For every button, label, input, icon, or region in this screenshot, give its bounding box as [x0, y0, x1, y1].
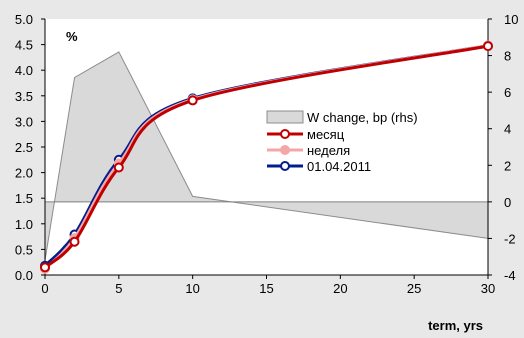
y-right-tick-label: -2: [504, 231, 516, 246]
x-tick-label: 0: [41, 281, 48, 296]
series-point-0: [483, 41, 493, 52]
y-left-tick-label: 1.5: [15, 191, 33, 206]
x-tick-label: 10: [185, 281, 199, 296]
y-left-tick-label: 4.5: [15, 38, 33, 53]
x-tick-label: 20: [333, 281, 347, 296]
area-w-change-outline: [44, 51, 489, 261]
area-w-change: [45, 51, 488, 261]
y-left-tick-label: 2.5: [15, 140, 33, 155]
legend-swatch-marker: [280, 161, 290, 171]
series-point-0: [40, 262, 50, 273]
x-axis-label: term, yrs: [428, 318, 483, 333]
legend-label-area: W change, bp (rhs): [307, 110, 418, 125]
x-tick-label: 30: [481, 281, 495, 296]
y-right-tick-label: -4: [504, 268, 516, 283]
series-point-0: [113, 162, 124, 173]
x-tick-label: 5: [115, 281, 122, 296]
y-left-tick-label: 3.5: [15, 89, 33, 104]
y-right-tick-label: 6: [504, 85, 511, 100]
legend-swatch-area: [266, 110, 304, 124]
series-point-0: [69, 236, 80, 247]
y-left-tick-label: 3.0: [15, 114, 33, 129]
y-left-tick-label: 2.0: [15, 166, 33, 181]
y-right-tick-label: 0: [504, 195, 511, 210]
legend-swatch-marker: [280, 129, 290, 139]
left-unit-label: %: [66, 29, 78, 44]
y-right-tick-label: 10: [504, 12, 518, 27]
y-left-tick-label: 5.0: [15, 12, 33, 27]
y-right-tick-label: 4: [504, 122, 511, 137]
y-left-tick-label: 0.5: [15, 242, 33, 257]
x-tick-label: 15: [259, 281, 273, 296]
x-tick-label: 25: [407, 281, 421, 296]
y-left-tick-label: 4.0: [15, 63, 33, 78]
y-left-tick-label: 1.0: [15, 217, 33, 232]
y-right-tick-label: 8: [504, 49, 511, 64]
y-left-tick-label: 0.0: [15, 268, 33, 283]
y-right-tick-label: 2: [504, 158, 511, 173]
legend-label: 01.04.2011: [307, 159, 371, 174]
legend-swatch-marker: [280, 145, 290, 155]
legend-label: неделя: [307, 143, 350, 158]
series-point-0: [187, 95, 198, 106]
legend-label: месяц: [307, 127, 345, 142]
